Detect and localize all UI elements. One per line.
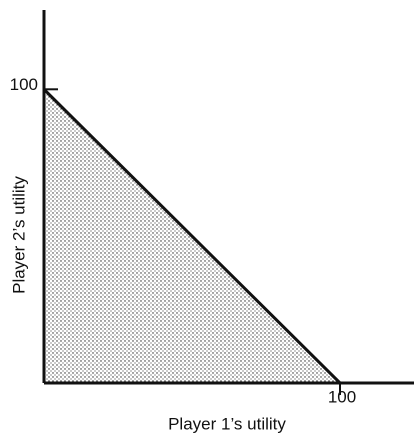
x-tick-label: 100 — [328, 387, 356, 406]
y-tick-label: 100 — [10, 75, 38, 94]
frontier-line — [42, 88, 342, 385]
y-axis-label: Player 2’s utility — [9, 176, 28, 294]
x-axis-label: Player 1’s utility — [168, 414, 286, 433]
